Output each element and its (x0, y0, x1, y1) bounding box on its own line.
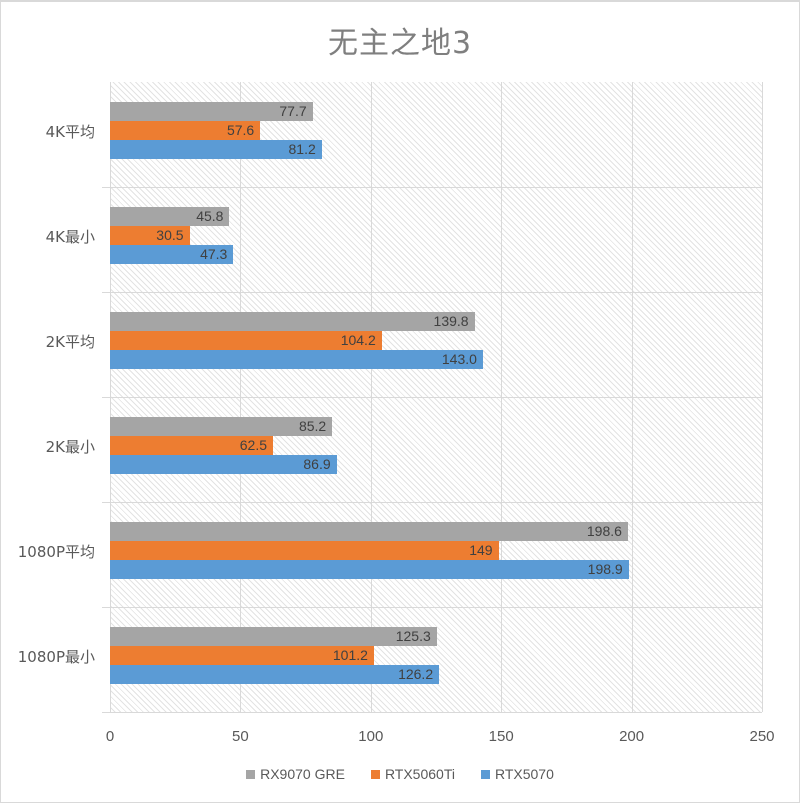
category-separator (102, 712, 762, 713)
data-label: 101.2 (332, 647, 368, 663)
bar-rx9070-gre: 139.8 (110, 312, 475, 331)
bar-rtx5070: 86.9 (110, 455, 337, 474)
legend-item: RTX5060Ti (370, 766, 455, 782)
legend-label: RX9070 GRE (260, 766, 345, 782)
bar-rtx5060ti: 57.6 (110, 121, 261, 140)
category-separator (102, 292, 762, 293)
bar-rx9070-gre: 77.7 (110, 102, 313, 121)
x-tick-label: 250 (749, 728, 775, 745)
bar-rtx5060ti: 149 (110, 541, 499, 560)
x-tick-label: 0 (105, 728, 115, 745)
bar-rx9070-gre: 198.6 (110, 522, 628, 541)
bar-rtx5060ti: 104.2 (110, 331, 382, 350)
legend-item: RX9070 GRE (246, 766, 345, 782)
x-tick-label: 150 (488, 728, 514, 745)
category-label: 4K最小 (45, 227, 95, 246)
data-label: 81.2 (288, 141, 316, 157)
data-label: 104.2 (340, 332, 376, 348)
bar-rtx5070: 81.2 (110, 140, 322, 159)
legend-swatch-icon (480, 769, 490, 779)
data-label: 62.5 (239, 437, 267, 453)
bar-rtx5060ti: 101.2 (110, 646, 374, 665)
category-label: 1080P平均 (17, 542, 95, 561)
bar-rtx5060ti: 30.5 (110, 226, 190, 245)
data-label: 198.6 (586, 523, 622, 539)
bar-rx9070-gre: 125.3 (110, 627, 437, 646)
legend: RX9070 GRE RTX5060Ti RTX5070 (0, 766, 800, 782)
plot-area: 77.7 57.6 81.2 45.8 30.5 47.3 139.8 104.2 143.0 8… (102, 82, 763, 713)
data-label: 77.7 (279, 103, 307, 119)
x-tick-label: 200 (619, 728, 645, 745)
legend-item: RTX5070 (480, 766, 554, 782)
legend-label: RTX5060Ti (384, 766, 455, 782)
category-separator (102, 502, 762, 503)
category-separator (102, 187, 762, 188)
legend-swatch-icon (370, 769, 380, 779)
data-label: 126.2 (398, 666, 434, 682)
data-label: 139.8 (433, 313, 469, 329)
data-label: 149 (469, 542, 493, 558)
category-label: 2K最小 (45, 437, 95, 456)
data-label: 30.5 (156, 227, 184, 243)
category-label: 4K平均 (45, 122, 95, 141)
category-separator (102, 397, 762, 398)
data-label: 198.9 (587, 561, 623, 577)
bar-rtx5060ti: 62.5 (110, 436, 273, 455)
vertical-gridline (762, 82, 763, 712)
data-label: 57.6 (226, 122, 255, 138)
data-label: 125.3 (395, 628, 431, 644)
category-separator (102, 607, 762, 608)
data-label: 85.2 (298, 418, 327, 434)
bar-rtx5070: 143.0 (110, 350, 483, 369)
category-label: 1080P最小 (17, 647, 95, 666)
bar-rtx5070: 198.9 (110, 560, 629, 579)
bar-rx9070-gre: 85.2 (110, 417, 333, 436)
data-label: 45.8 (196, 208, 224, 224)
category-label: 2K平均 (45, 332, 95, 351)
data-label: 47.3 (200, 246, 228, 262)
legend-swatch-icon (246, 769, 256, 779)
x-tick-label: 100 (358, 728, 384, 745)
bar-rx9070-gre: 45.8 (110, 207, 230, 226)
data-label: 143.0 (441, 351, 477, 367)
chart-title: 无主之地3 (327, 26, 473, 61)
data-label: 86.9 (303, 456, 331, 472)
bar-rtx5070: 126.2 (110, 665, 440, 684)
bar-rtx5070: 47.3 (110, 245, 234, 264)
legend-label: RTX5070 (494, 766, 554, 782)
x-tick-label: 50 (232, 728, 249, 745)
